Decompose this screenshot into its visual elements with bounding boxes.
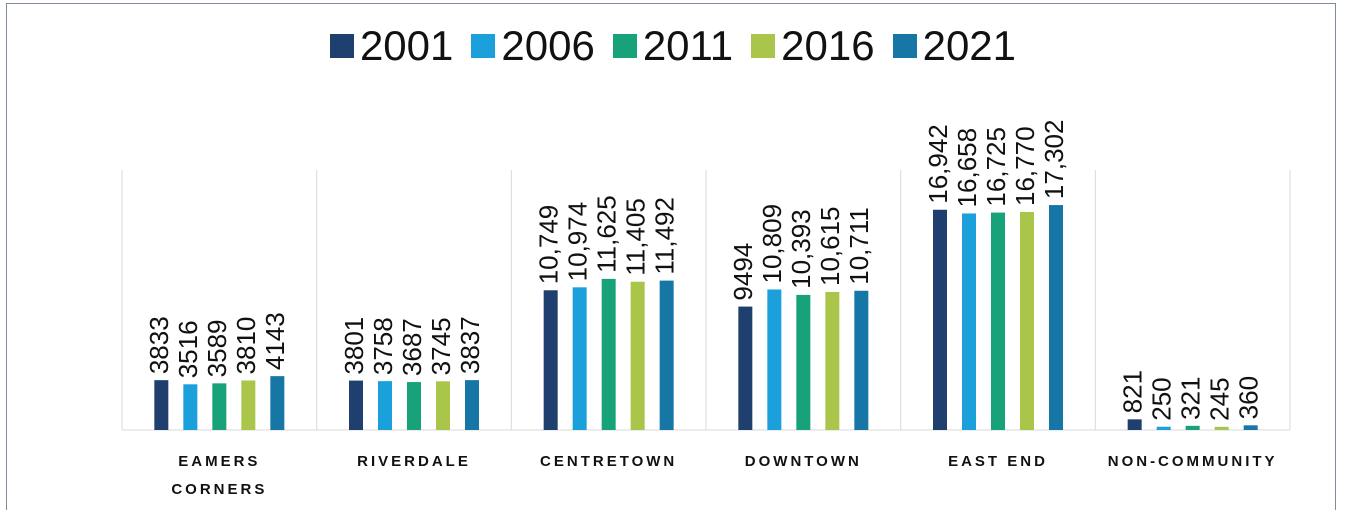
data-label: 4143 [260, 312, 290, 370]
data-label: 11,405 [621, 198, 651, 276]
bar [1127, 419, 1142, 430]
legend-label: 2016 [781, 22, 875, 69]
data-label: 10,749 [534, 205, 564, 285]
data-label: 10,711 [844, 207, 874, 285]
data-label: 321 [1176, 376, 1206, 419]
x-tick-label: RIVERDALE [357, 453, 471, 470]
x-tick-label: NON-COMMUNITY [1107, 453, 1278, 470]
bar [601, 278, 616, 430]
bar [407, 382, 421, 430]
legend-swatch [329, 34, 354, 58]
data-label: 11,492 [650, 197, 680, 275]
data-label: 16,942 [923, 124, 953, 204]
bar [767, 289, 782, 430]
bar [1243, 425, 1258, 430]
data-label: 250 [1147, 377, 1177, 420]
legend-item: 2021 [892, 22, 1017, 70]
data-label: 9494 [728, 243, 758, 301]
bar [659, 280, 674, 430]
bar [962, 213, 976, 430]
data-label: 360 [1234, 376, 1264, 419]
bar [241, 380, 256, 430]
bar [349, 380, 363, 430]
legend-swatch [471, 34, 496, 58]
bar [212, 383, 227, 430]
data-label: 3516 [173, 320, 203, 378]
data-label: 3837 [455, 316, 485, 374]
legend-item: 2011 [612, 22, 734, 70]
legend-label: 2011 [642, 22, 734, 69]
bar [270, 376, 285, 430]
legend-swatch [892, 34, 917, 58]
legend-swatch [612, 34, 637, 58]
legend-item: 2001 [329, 22, 454, 70]
data-label: 10,809 [757, 204, 787, 284]
bar [738, 306, 753, 430]
bar [465, 380, 479, 430]
chart-border [6, 3, 1336, 510]
legend-label: 2006 [501, 22, 595, 69]
x-tick-label: EAST END [948, 453, 1048, 470]
bar [854, 290, 869, 430]
data-label: 11,625 [592, 195, 622, 273]
data-label: 245 [1205, 377, 1235, 420]
data-label: 16,770 [1010, 126, 1040, 206]
bar [825, 292, 840, 430]
bar [933, 209, 947, 430]
legend-swatch [751, 34, 776, 58]
data-label: 16,725 [981, 127, 1011, 207]
legend-item: 2006 [471, 22, 595, 70]
data-label: 17,302 [1039, 120, 1069, 200]
bar [1156, 426, 1171, 430]
data-label: 3687 [397, 318, 427, 376]
bar [991, 212, 1005, 430]
legend: 2001 2006 2011 2016 2021 [0, 22, 1346, 70]
bar [1185, 425, 1200, 430]
data-label: 3758 [368, 317, 398, 375]
bar [154, 380, 169, 430]
data-label: 10,615 [815, 206, 845, 286]
data-label: 3801 [339, 317, 369, 375]
data-label: 3833 [144, 316, 174, 374]
bar [630, 281, 645, 430]
data-label: 16,658 [952, 128, 982, 208]
bar [378, 381, 392, 430]
bar [572, 287, 587, 430]
legend-item: 2016 [751, 22, 875, 70]
bar [1049, 205, 1063, 430]
bar [183, 384, 198, 430]
data-label: 3810 [231, 317, 261, 375]
data-label: 10,393 [786, 209, 816, 289]
bar [543, 290, 558, 430]
x-tick-label: EAMERS CORNERS [171, 453, 268, 498]
data-label: 10,974 [563, 202, 593, 282]
data-label: 3745 [426, 317, 456, 375]
bar [1214, 426, 1229, 430]
legend-label: 2021 [922, 22, 1017, 69]
legend-label: 2001 [359, 22, 454, 69]
bar [436, 381, 450, 430]
x-tick-label: DOWNTOWN [744, 453, 862, 470]
data-label: 821 [1118, 370, 1148, 413]
x-tick-label: CENTRETOWN [540, 453, 678, 470]
bar [796, 294, 811, 430]
bar [1020, 211, 1034, 430]
data-label: 3589 [202, 319, 232, 377]
